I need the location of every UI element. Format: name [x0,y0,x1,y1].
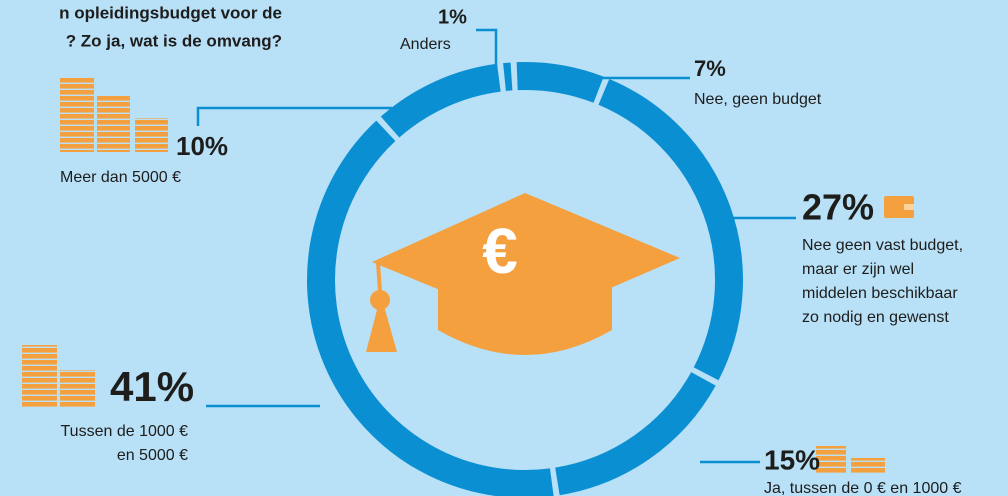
category-label: Tussen de 1000 € [61,423,189,440]
connector-line [198,108,392,126]
donut-segment [604,92,729,374]
page: {"chart_data": {"type": "pie", "title_li… [0,0,1008,496]
category-label: middelen beschikbaar [802,285,958,302]
category-label: Nee, geen budget [694,91,822,108]
value-label: 7% [694,56,726,81]
value-label: 1% [438,6,467,28]
category-label: Nee geen vast budget, [802,237,963,254]
category-label: zo nodig en gewenst [802,309,949,326]
donut-segment [557,379,703,482]
category-label: en 5000 € [117,447,188,464]
value-label: 15% [764,444,820,475]
infographic: n opleidingsbudget voor de ? Zo ja, wat … [0,0,1008,496]
donut-segment [390,78,499,127]
category-label: Meer dan 5000 € [60,169,181,186]
value-label: 27% [802,187,874,228]
donut-segment [505,76,512,77]
category-label: maar er zijn wel [802,261,914,278]
graduation-cap-icon: € [366,193,680,355]
category-label: Anders [400,36,451,53]
category-label: Ja, tussen de 0 € en 1000 € [764,480,962,496]
value-label: 10% [176,131,228,161]
wallet-icon [884,196,914,218]
euro-symbol: € [482,215,518,287]
title-line: n opleidingsbudget voor de [59,3,282,22]
value-label: 41% [110,363,194,410]
title-line: ? Zo ja, wat is de omvang? [66,31,282,50]
